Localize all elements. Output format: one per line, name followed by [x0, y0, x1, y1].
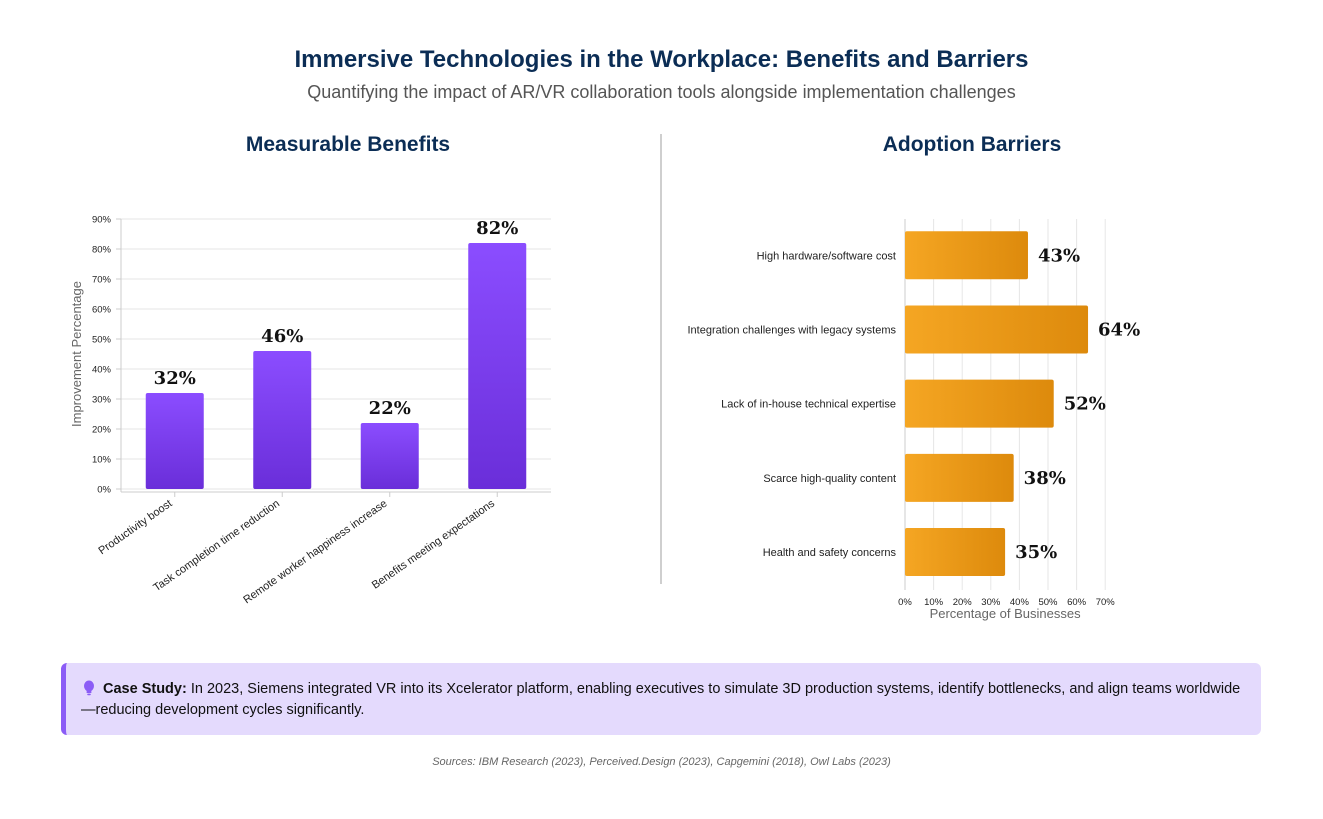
- bar-value-label: 82%: [476, 218, 518, 239]
- bar: [905, 231, 1028, 280]
- bar-value-label: 32%: [154, 368, 196, 389]
- y-tick-label: 10%: [92, 455, 112, 466]
- y-tick-label: 60%: [92, 305, 112, 316]
- y-tick-label: 90%: [92, 215, 112, 226]
- x-tick-label: Benefits meeting expectations: [370, 497, 498, 591]
- benefits-chart: 0% 10% 20% 30% 40% 50% 60% 70% 80% 90% Improvement…: [69, 215, 551, 606]
- x-tick-label: 70%: [1096, 597, 1116, 608]
- bar-value-label: 38%: [1024, 468, 1066, 489]
- bar: [905, 453, 1014, 502]
- x-tick-label: 50%: [1038, 597, 1058, 608]
- bar: [145, 393, 204, 489]
- case-study-text: In 2023, Siemens integrated VR into its …: [81, 681, 1241, 718]
- benefits-chart-title: Measurable Benefits: [245, 133, 451, 156]
- x-tick-label: Productivity boost: [96, 498, 174, 558]
- y-tick-label: 70%: [92, 275, 112, 286]
- bar: [905, 379, 1054, 428]
- x-tick-label: 10%: [924, 597, 944, 608]
- y-tick-label: 20%: [92, 425, 112, 436]
- bar-value-label: 46%: [261, 326, 303, 347]
- y-tick-label: High hardware/software cost: [757, 250, 896, 262]
- bar: [468, 243, 527, 489]
- bar: [905, 305, 1089, 354]
- x-axis-title: Percentage of Businesses: [930, 606, 1082, 621]
- page-title: Immersive Technologies in the Workplace:…: [294, 46, 1029, 73]
- y-tick-label: 40%: [92, 365, 112, 376]
- bar: [360, 423, 419, 489]
- bar: [905, 528, 1006, 577]
- panel-divider: [660, 134, 662, 584]
- page-subtitle: Quantifying the impact of AR/VR collabor…: [307, 82, 1016, 102]
- y-tick-label: 50%: [92, 335, 112, 346]
- bar-value-label: 43%: [1038, 245, 1080, 266]
- bar: [253, 351, 312, 489]
- y-tick-label: Health and safety concerns: [763, 547, 897, 559]
- x-tick-label: 20%: [953, 597, 973, 608]
- x-tick-label: 30%: [981, 597, 1001, 608]
- y-tick-label: 80%: [92, 245, 112, 256]
- x-tick-label: 60%: [1067, 597, 1087, 608]
- bar-value-label: 52%: [1064, 394, 1106, 415]
- bar-value-label: 35%: [1015, 542, 1057, 563]
- x-tick-label: Task completion time reduction: [151, 498, 282, 594]
- sources-note: Sources: IBM Research (2023), Perceived.…: [432, 756, 891, 768]
- x-tick-label: 0%: [898, 597, 912, 608]
- bar-value-label: 64%: [1098, 319, 1140, 340]
- case-study-box: Case Study: In 2023, Siemens integrated …: [61, 663, 1261, 735]
- x-tick-label: 40%: [1010, 597, 1030, 608]
- y-tick-label: Integration challenges with legacy syste…: [688, 324, 897, 336]
- y-axis-title: Improvement Percentage: [69, 281, 84, 427]
- y-tick-label: 0%: [97, 485, 111, 496]
- barriers-chart: 0% 10% 20% 30% 40% 50% 60% 70% Percentage of Bus…: [688, 219, 1140, 621]
- barriers-chart-title: Adoption Barriers: [882, 133, 1062, 156]
- lightbulb-icon: [84, 680, 94, 696]
- y-tick-label: 30%: [92, 395, 112, 406]
- y-tick-label: Scarce high-quality content: [763, 473, 896, 485]
- case-study-label: Case Study:: [103, 681, 187, 697]
- bar-value-label: 22%: [369, 398, 411, 419]
- y-tick-label: Lack of in-house technical expertise: [721, 399, 896, 411]
